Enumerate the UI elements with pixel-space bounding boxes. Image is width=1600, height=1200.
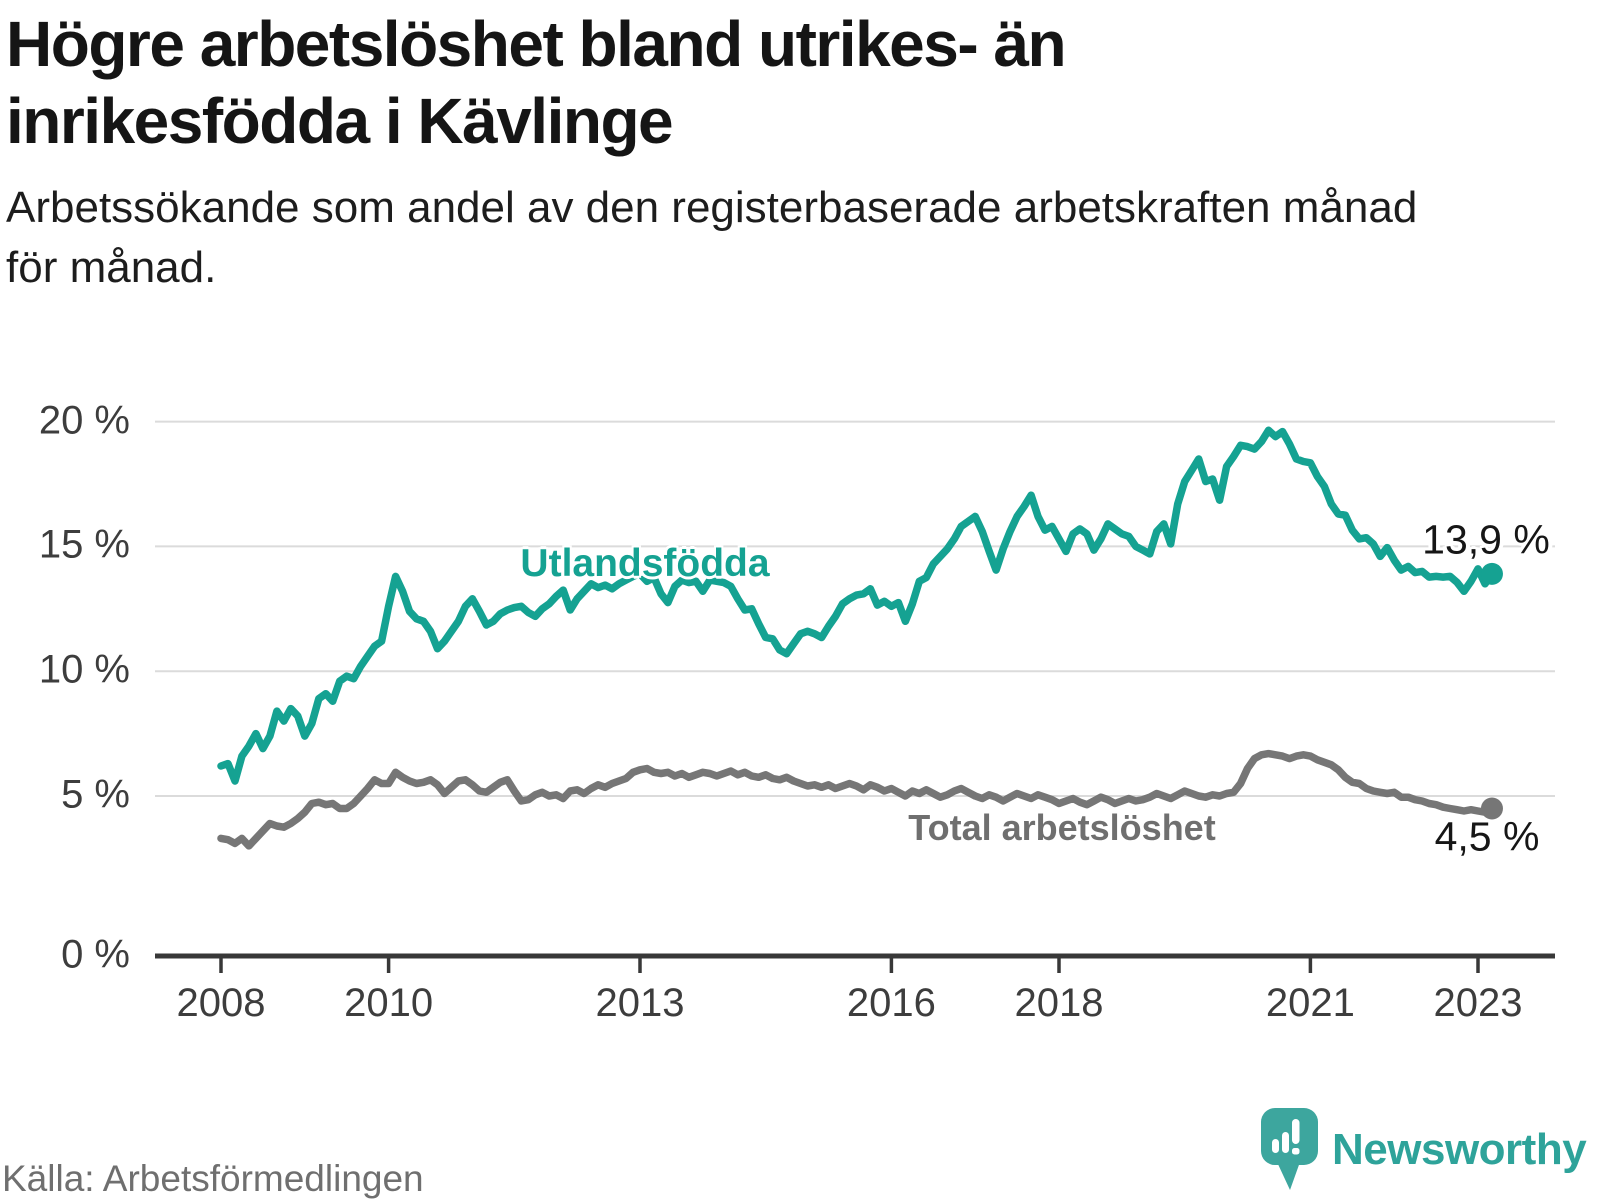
y-axis-label-5: 5 % — [61, 772, 130, 817]
x-axis-label-2016: 2016 — [846, 981, 936, 1025]
title-line-2: inrikesfödda i Kävlinge — [6, 84, 674, 157]
x-axis-label-2023: 2023 — [1433, 981, 1523, 1025]
title-line-1: Högre arbetslöshet bland utrikes- än — [6, 8, 1067, 80]
y-axis-label-10: 10 % — [38, 647, 130, 692]
x-axis-label-2008: 2008 — [176, 981, 266, 1025]
y-axis-label-0: 0 % — [61, 932, 130, 977]
page-title: Högre arbetslöshet bland utrikes- än inr… — [6, 6, 1566, 160]
x-axis-label-2018: 2018 — [1014, 981, 1104, 1025]
y-axis-label-15: 15 % — [38, 522, 130, 567]
x-axis-label-2010: 2010 — [344, 981, 434, 1025]
x-axis-label-2013: 2013 — [595, 981, 685, 1025]
subtitle-line-2: för månad. — [6, 242, 217, 292]
newsworthy-logo-text: Newsworthy — [1332, 1125, 1587, 1174]
series-end-dot-utlandsf-dda — [1480, 562, 1503, 585]
series-end-dot-total-arbetsl-shet — [1480, 797, 1503, 820]
end-value-label-utlandsfodda: 13,9 % — [1422, 516, 1550, 563]
y-axis-label-20: 20 % — [38, 398, 130, 443]
x-axis-label-2021: 2021 — [1265, 981, 1355, 1025]
series-line-total-arbetsl-shet — [217, 749, 1496, 850]
chart-subtitle: Arbetssökande som andel av den registerb… — [6, 178, 1566, 298]
subtitle-line-1: Arbetssökande som andel av den registerb… — [6, 183, 1418, 232]
series-line-utlandsf-dda — [217, 426, 1496, 785]
newsworthy-logo: Newsworthy — [1260, 1106, 1587, 1194]
series-label-total-arbetsloshet: Total arbetslöshet — [908, 807, 1216, 848]
newsworthy-logo-icon — [1261, 1108, 1318, 1190]
source-note: Källa: Arbetsförmedlingen — [2, 1158, 424, 1199]
end-value-label-total: 4,5 % — [1434, 813, 1540, 860]
series-label-utlandsfodda: Utlandsfödda — [520, 542, 770, 585]
